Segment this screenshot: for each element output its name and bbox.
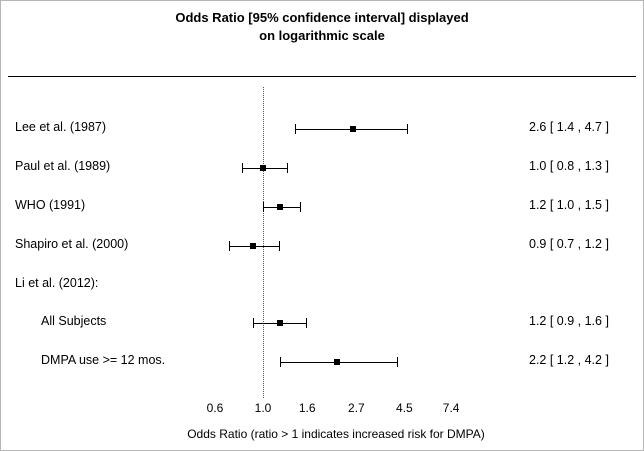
ci-cap-right (300, 202, 302, 212)
chart-title: Odds Ratio [95% confidence interval] dis… (1, 9, 643, 45)
study-label: Lee et al. (1987) (15, 120, 107, 134)
ci-cap-left (280, 357, 282, 367)
ci-cap-left (263, 202, 264, 212)
ci-cap-left (294, 124, 296, 134)
x-tick-label: 2.7 (348, 401, 365, 415)
ci-cap-right (286, 163, 288, 173)
x-tick-label: 1.0 (254, 401, 272, 415)
ci-cap-right (306, 318, 308, 328)
point-marker (277, 204, 284, 210)
ci-cap-left (242, 163, 244, 173)
point-marker (260, 165, 266, 171)
ci-cap-right (279, 241, 281, 251)
top-divider-line (8, 76, 636, 77)
study-label: Shapiro et al. (2000) (15, 237, 129, 251)
reference-line-or-1 (262, 87, 264, 398)
study-label: WHO (1991) (15, 198, 86, 212)
estimate-text: 1.2 [ 0.9 , 1.6 ] (529, 314, 609, 328)
point-marker (277, 320, 284, 326)
ci-cap-left (253, 318, 255, 328)
x-tick-label: 0.6 (206, 401, 224, 415)
x-axis-label: Odds Ratio (ratio > 1 indicates increase… (187, 427, 485, 441)
study-label: Paul et al. (1989) (15, 159, 111, 173)
chart-title-line1: Odds Ratio [95% confidence interval] dis… (175, 10, 469, 25)
estimate-text: 0.9 [ 0.7 , 1.2 ] (529, 237, 609, 251)
study-label: All Subjects (41, 314, 107, 328)
ci-cap-left (229, 241, 231, 251)
study-label: DMPA use >= 12 mos. (41, 353, 166, 367)
x-tick-label: 7.4 (442, 401, 460, 415)
estimate-text: 1.2 [ 1.0 , 1.5 ] (529, 198, 609, 212)
x-tick-label: 1.6 (298, 401, 316, 415)
ci-cap-right (407, 124, 409, 134)
point-marker (349, 126, 356, 132)
ci-cap-right (396, 357, 398, 367)
point-marker (334, 359, 341, 365)
chart-title-line2: on logarithmic scale (259, 28, 385, 43)
estimate-text: 2.6 [ 1.4 , 4.7 ] (529, 120, 609, 134)
estimate-text: 1.0 [ 0.8 , 1.3 ] (529, 159, 609, 173)
point-marker (250, 243, 257, 249)
x-tick-label: 4.5 (396, 401, 413, 415)
estimate-text: 2.2 [ 1.2 , 4.2 ] (529, 353, 609, 367)
study-label: Li et al. (2012): (15, 276, 99, 290)
